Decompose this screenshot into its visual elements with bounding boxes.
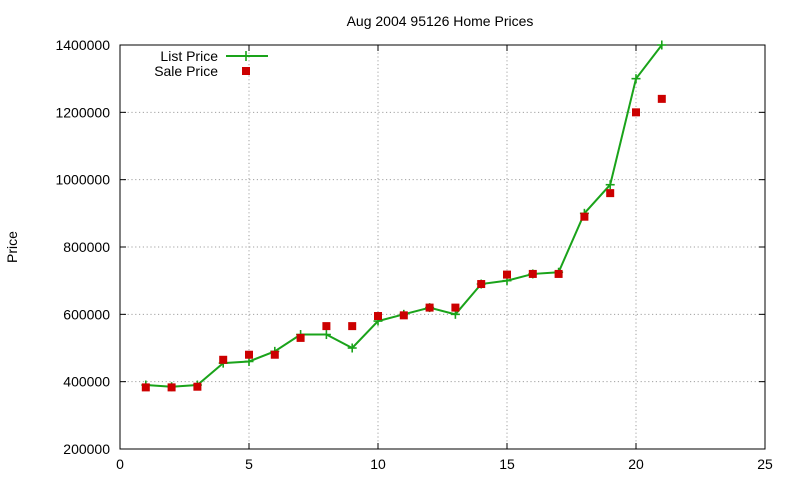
x-tick-label: 25 — [757, 456, 773, 472]
sale-price-point — [219, 355, 228, 364]
list-price-point — [321, 330, 331, 340]
x-tick-labels: 0 5 10 15 20 25 — [116, 456, 773, 472]
x-tick-label: 20 — [628, 456, 644, 472]
y-axis-label: Price — [4, 231, 20, 263]
list-price-point — [631, 74, 641, 84]
sale-price-point — [554, 269, 563, 278]
sale-price-point — [451, 303, 460, 312]
sale-price-point — [425, 303, 434, 312]
legend-label-sale-price: Sale Price — [154, 63, 218, 79]
y-tick-label: 400000 — [63, 374, 110, 390]
sale-price-point — [399, 311, 408, 320]
sale-price-point — [193, 382, 202, 391]
legend-cross-list-price — [241, 51, 251, 61]
sale-price-point — [477, 280, 486, 289]
y-tick-label: 200000 — [63, 441, 110, 457]
plot-frame — [119, 44, 766, 450]
list-price-point — [657, 40, 667, 50]
x-tick-label: 15 — [499, 456, 515, 472]
grid — [120, 45, 765, 449]
sale-price-point — [374, 312, 382, 321]
sale-price-point — [245, 350, 253, 359]
y-tick-label: 800000 — [63, 239, 110, 255]
x-tick-label: 0 — [116, 456, 124, 472]
y-tick-label: 1400000 — [55, 37, 110, 53]
sale-price-point — [503, 270, 511, 279]
list-price-point — [347, 343, 357, 353]
sale-price-point — [322, 322, 331, 331]
sale-price-point — [296, 333, 305, 342]
sale-price-point — [632, 108, 640, 117]
sale-price-point — [606, 189, 615, 198]
sale-price-point — [528, 269, 537, 278]
sale-price-point — [141, 383, 150, 392]
sale-price-point — [167, 383, 176, 392]
sale-price-point — [580, 212, 589, 221]
legend-square-sale-price — [242, 67, 250, 75]
y-tick-label: 1000000 — [55, 172, 110, 188]
list-price-point — [605, 180, 615, 190]
chart-title: Aug 2004 95126 Home Prices — [347, 13, 534, 29]
sale-price-point — [657, 94, 666, 103]
sale-price-point — [348, 322, 357, 331]
y-tick-labels: 200000 400000 600000 800000 1000000 1200000 14… — [55, 37, 110, 457]
x-tick-label: 5 — [245, 456, 253, 472]
x-tick-label: 10 — [370, 456, 386, 472]
series — [141, 40, 667, 392]
legend: List Price Sale Price — [154, 48, 268, 79]
sale-price-point — [270, 350, 279, 359]
y-tick-label: 600000 — [63, 306, 110, 322]
series-sale-price — [141, 94, 666, 392]
y-tick-label: 1200000 — [55, 104, 110, 120]
legend-label-list-price: List Price — [160, 48, 218, 64]
